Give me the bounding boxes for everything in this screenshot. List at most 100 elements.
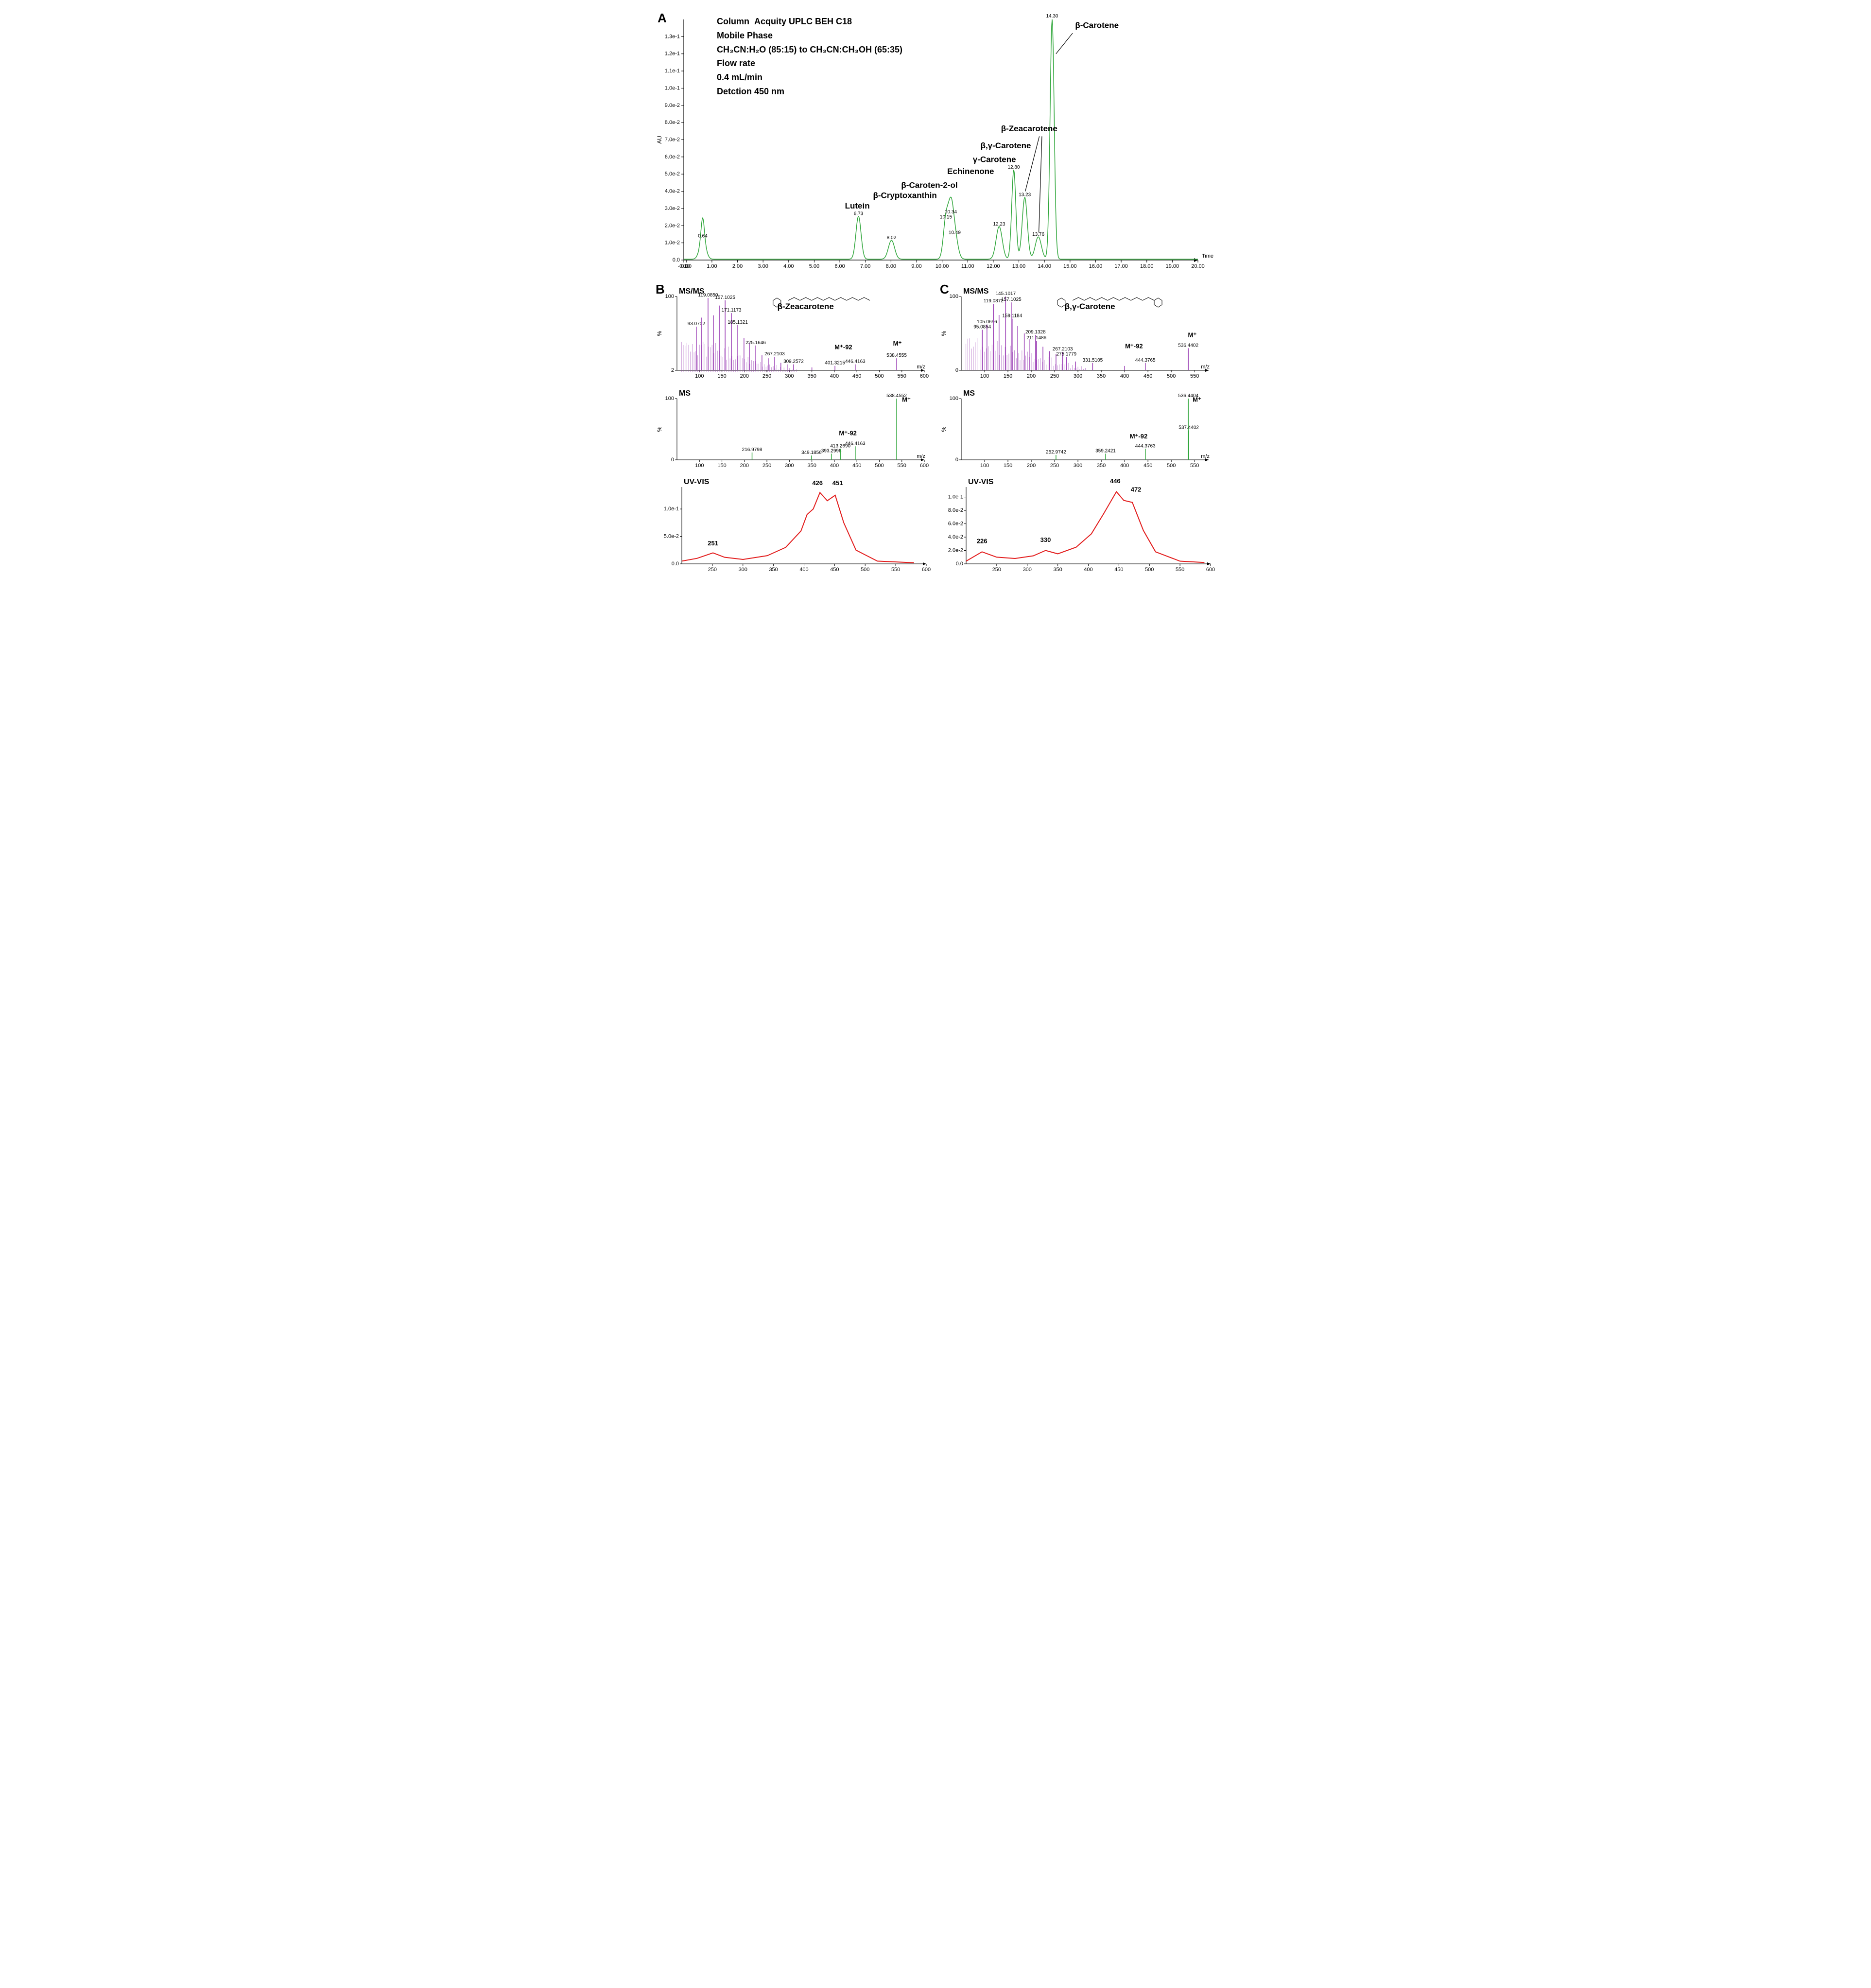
svg-text:1.0e-1: 1.0e-1 [665, 85, 680, 91]
panel-a: A Column Acquity UPLC BEH C18 Mobile Pha… [654, 10, 1217, 282]
svg-text:14.30: 14.30 [1046, 14, 1058, 19]
svg-text:17.00: 17.00 [1114, 263, 1128, 269]
svg-text:0.64: 0.64 [698, 234, 708, 239]
svg-text:14.00: 14.00 [1038, 263, 1051, 269]
panel-b: B 2100%100150200250300350400450500550600… [654, 282, 933, 579]
svg-text:18.00: 18.00 [1140, 263, 1154, 269]
svg-text:100: 100 [695, 463, 704, 469]
panel-b-ms-svg: 0100%100150200250300350400450500550600m/… [654, 386, 933, 473]
svg-text:200: 200 [740, 463, 749, 469]
svg-text:6.0e-2: 6.0e-2 [948, 521, 963, 527]
svg-text:9.00: 9.00 [911, 263, 921, 269]
svg-text:2.00: 2.00 [732, 263, 743, 269]
svg-text:β-Zeacarotene: β-Zeacarotene [778, 302, 834, 311]
svg-text:200: 200 [740, 373, 749, 379]
svg-text:100: 100 [695, 373, 704, 379]
svg-text:100: 100 [665, 294, 674, 299]
svg-text:250: 250 [1050, 463, 1059, 469]
svg-text:β-Cryptoxanthin: β-Cryptoxanthin [873, 191, 937, 200]
svg-text:150: 150 [1004, 463, 1012, 469]
svg-text:Lutein: Lutein [845, 201, 870, 210]
svg-text:401.3215: 401.3215 [825, 361, 845, 366]
svg-text:537.4402: 537.4402 [1178, 425, 1199, 431]
svg-text:5.0e-2: 5.0e-2 [665, 171, 680, 177]
svg-text:16.00: 16.00 [1089, 263, 1103, 269]
svg-text:93.0702: 93.0702 [688, 321, 706, 327]
svg-text:β-Carotene: β-Carotene [1075, 21, 1119, 30]
svg-text:500: 500 [1145, 567, 1154, 573]
svg-text:13.23: 13.23 [1019, 192, 1031, 198]
info-phase-key: Mobile Phase [717, 29, 902, 43]
svg-text:Time: Time [1202, 253, 1213, 259]
panel-c-label: C [940, 282, 949, 297]
svg-text:209.1328: 209.1328 [1025, 330, 1046, 335]
svg-text:359.2421: 359.2421 [1095, 448, 1116, 453]
svg-text:252.9742: 252.9742 [1046, 450, 1066, 455]
svg-text:0.0: 0.0 [672, 561, 679, 567]
svg-text:0: 0 [671, 457, 674, 463]
panels-bc-row: B 2100%100150200250300350400450500550600… [654, 282, 1217, 579]
svg-text:550: 550 [1190, 373, 1199, 379]
svg-text:550: 550 [898, 373, 906, 379]
panel-b-label: B [656, 282, 665, 297]
svg-text:400: 400 [830, 373, 839, 379]
svg-text:451: 451 [832, 479, 843, 487]
svg-text:446.4163: 446.4163 [845, 441, 866, 446]
svg-text:600: 600 [1206, 567, 1215, 573]
svg-text:145.1017: 145.1017 [995, 291, 1016, 296]
svg-text:M⁺-92: M⁺-92 [1130, 433, 1147, 440]
svg-text:0.0: 0.0 [673, 257, 680, 263]
svg-text:450: 450 [1143, 463, 1152, 469]
svg-text:8.00: 8.00 [886, 263, 896, 269]
svg-text:171.1173: 171.1173 [722, 308, 742, 313]
svg-text:1.0e-1: 1.0e-1 [664, 506, 679, 512]
svg-text:226: 226 [977, 538, 987, 545]
svg-text:393.2998: 393.2998 [821, 448, 842, 453]
panel-c-uvvis-svg: 0.02.0e-24.0e-26.0e-28.0e-21.0e-12503003… [938, 475, 1217, 577]
svg-text:200: 200 [1027, 463, 1036, 469]
svg-text:10.49: 10.49 [949, 230, 961, 236]
svg-text:m/z: m/z [1201, 364, 1210, 370]
svg-text:Echinenone: Echinenone [947, 167, 994, 176]
svg-text:250: 250 [708, 567, 717, 573]
svg-text:157.1025: 157.1025 [1001, 297, 1022, 302]
svg-text:1.00: 1.00 [707, 263, 717, 269]
svg-text:UV-VIS: UV-VIS [968, 478, 994, 486]
svg-text:12.23: 12.23 [993, 222, 1005, 227]
svg-text:1.2e-1: 1.2e-1 [665, 51, 680, 57]
svg-text:150: 150 [717, 373, 726, 379]
svg-text:444.3765: 444.3765 [1135, 358, 1156, 363]
svg-text:444.3763: 444.3763 [1135, 443, 1156, 449]
svg-text:400: 400 [1084, 567, 1092, 573]
panel-c-msms-svg: 0100%100150200250300350400450500550m/z95… [938, 282, 1217, 384]
svg-text:450: 450 [852, 463, 861, 469]
svg-text:5.0e-2: 5.0e-2 [664, 534, 679, 540]
svg-text:M⁺: M⁺ [1193, 396, 1201, 403]
svg-text:β-Caroten-2-ol: β-Caroten-2-ol [901, 181, 957, 190]
svg-text:M⁺-92: M⁺-92 [839, 430, 856, 437]
svg-text:0: 0 [955, 367, 958, 373]
svg-text:AU: AU [656, 136, 663, 144]
svg-text:19.00: 19.00 [1166, 263, 1179, 269]
svg-text:13.00: 13.00 [1012, 263, 1026, 269]
svg-text:11.00: 11.00 [961, 263, 974, 269]
svg-text:8.0e-2: 8.0e-2 [665, 120, 680, 125]
svg-text:309.2572: 309.2572 [783, 359, 804, 365]
svg-text:225.1646: 225.1646 [745, 340, 766, 346]
svg-text:2.0e-2: 2.0e-2 [665, 223, 680, 228]
svg-text:95.0854: 95.0854 [973, 324, 991, 330]
svg-text:550: 550 [898, 463, 906, 469]
svg-text:12.00: 12.00 [987, 263, 1000, 269]
svg-text:450: 450 [1143, 373, 1152, 379]
svg-text:300: 300 [739, 567, 747, 573]
info-flow-val: 0.4 mL/min [717, 70, 902, 85]
svg-text:330: 330 [1040, 536, 1051, 543]
svg-text:275.1779: 275.1779 [1056, 352, 1076, 357]
svg-text:5.00: 5.00 [809, 263, 819, 269]
panel-c: C 0100%100150200250300350400450500550m/z… [938, 282, 1217, 579]
svg-text:200: 200 [1027, 373, 1036, 379]
svg-text:0: 0 [955, 457, 958, 463]
svg-text:300: 300 [1074, 373, 1082, 379]
panel-a-label: A [658, 11, 667, 26]
info-column-val: Acquity UPLC BEH C18 [754, 17, 852, 26]
